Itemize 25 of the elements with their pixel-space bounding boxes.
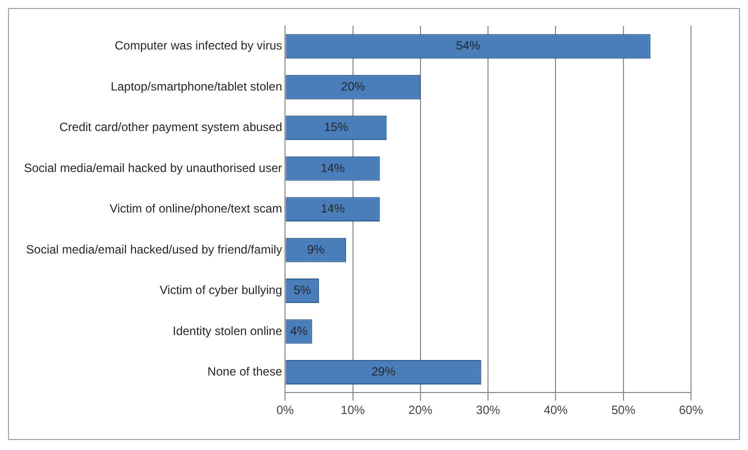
data-label: 14% [320, 160, 346, 175]
y-tick-label: Social media/email hacked by unauthorised user [24, 160, 282, 175]
data-label: 14% [320, 202, 346, 216]
y-tick-label: Victim of online/phone/text scam [110, 202, 282, 216]
y-tick-label: Victim of cyber bullying [160, 283, 282, 298]
y-tick-label: Identity stolen online [172, 324, 282, 338]
y-tick-label: None of these [207, 364, 282, 379]
x-tick-label: 10% [340, 403, 366, 418]
y-tick-label: Social media/email hacked/used by friend/family [26, 242, 282, 256]
y-tick-label: Computer was infected by virus [114, 38, 282, 53]
x-tick-label: 40% [544, 403, 568, 418]
data-label: 9% [307, 242, 325, 256]
x-tick-label: 20% [408, 403, 433, 418]
x-tick-label: 0% [276, 403, 294, 418]
x-tick-label: 30% [476, 403, 500, 418]
x-tick-label: 50% [611, 403, 636, 418]
data-label: 29% [371, 364, 396, 379]
data-label: 4% [290, 324, 308, 338]
x-tick-label: 60% [678, 403, 704, 418]
y-tick-label: Credit card/other payment system abused [59, 120, 282, 134]
data-label: 15% [324, 120, 348, 134]
data-label: 20% [341, 79, 366, 94]
y-tick-label: Laptop/smartphone/tablet stolen [110, 79, 282, 94]
data-label: 5% [294, 283, 312, 298]
data-label: 54% [456, 38, 480, 53]
